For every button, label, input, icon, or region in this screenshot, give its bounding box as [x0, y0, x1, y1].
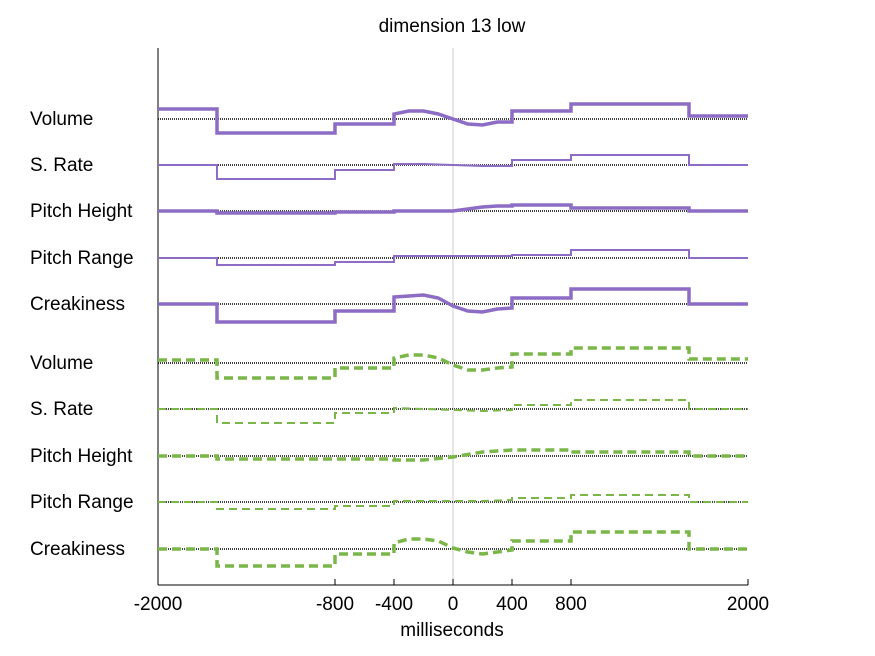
- row-label: Volume: [30, 353, 93, 374]
- series-line-green-creakiness: [158, 530, 748, 568]
- plot-area: -2000 -800 -400 0 400 800 2000 Volume S. Rate Pit…: [30, 48, 769, 615]
- row-label: S. Rate: [30, 155, 93, 176]
- x-axis-label: milliseconds: [400, 620, 503, 641]
- series-line-purple-pitch-range: [158, 249, 748, 266]
- x-tick-label: -800: [316, 594, 354, 615]
- series-line-green-pitch-range: [158, 494, 748, 510]
- row-label: Creakiness: [30, 294, 125, 315]
- x-tick-label: 2000: [727, 594, 769, 615]
- row-label: Pitch Range: [30, 492, 134, 513]
- series-line-purple-pitch-height: [158, 203, 748, 215]
- series-line-purple-creakiness: [158, 287, 748, 324]
- series-line-purple-s-rate: [158, 154, 748, 180]
- x-tick-label: 800: [555, 594, 587, 615]
- row-label: Pitch Height: [30, 446, 133, 467]
- series-line-green-s-rate: [158, 399, 748, 424]
- x-tick-label: 400: [496, 594, 528, 615]
- chart-title: dimension 13 low: [379, 16, 526, 37]
- x-tick-label: -2000: [134, 594, 183, 615]
- series-line-green-pitch-height: [158, 448, 748, 462]
- x-tick-label: 0: [448, 594, 459, 615]
- row-label: Pitch Range: [30, 248, 134, 269]
- series-line-green-volume: [158, 346, 748, 380]
- row-label: Pitch Height: [30, 201, 133, 222]
- x-tick-label: -400: [375, 594, 413, 615]
- row-label: S. Rate: [30, 399, 93, 420]
- series-line-purple-volume: [158, 102, 748, 135]
- row-label: Creakiness: [30, 539, 125, 560]
- row-label: Volume: [30, 109, 93, 130]
